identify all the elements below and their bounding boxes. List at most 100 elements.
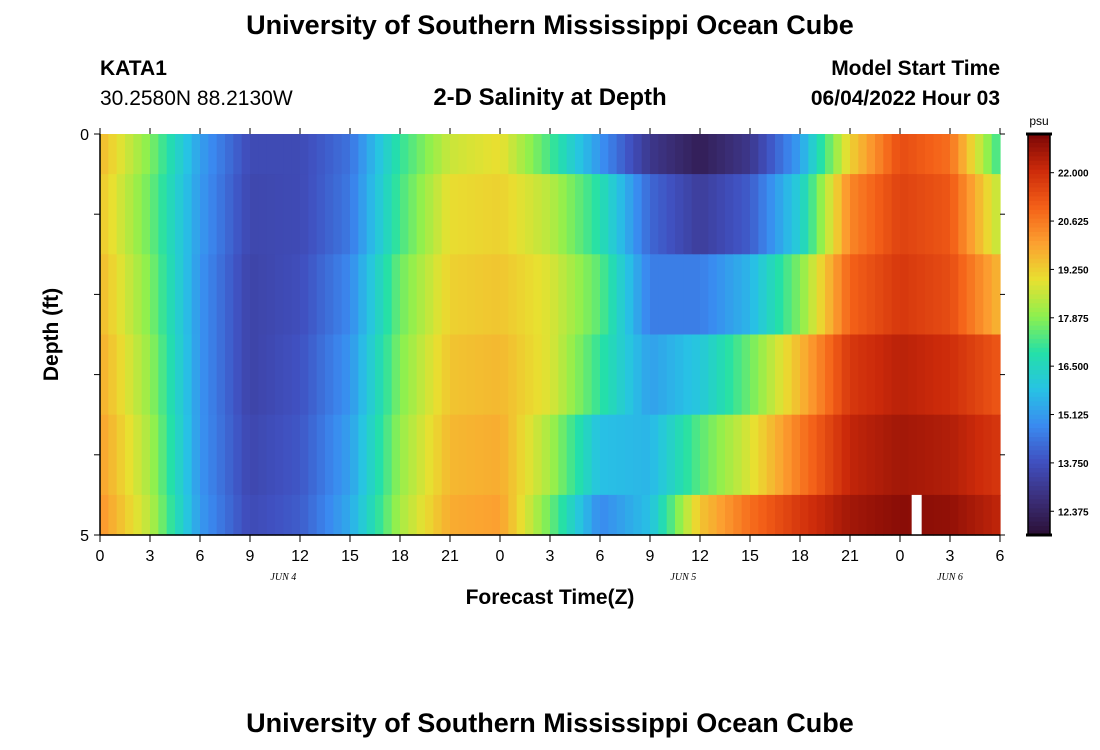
heatmap-cell <box>866 254 876 336</box>
x-tick-label: 9 <box>246 548 255 565</box>
heatmap-cell <box>875 254 884 336</box>
heatmap-cell <box>183 134 193 175</box>
heatmap-cell <box>950 134 959 175</box>
heatmap-cell <box>566 334 576 416</box>
heatmap-cell <box>316 174 326 255</box>
heatmap-cell <box>525 174 534 255</box>
heatmap-cell <box>900 254 909 336</box>
heatmap-cell <box>266 254 276 336</box>
heatmap-cell <box>525 494 534 536</box>
heatmap-cell <box>166 414 176 496</box>
heatmap-cell <box>816 414 826 496</box>
heatmap-cell <box>316 414 326 496</box>
heatmap-cell <box>341 494 351 536</box>
heatmap-cell <box>625 494 634 536</box>
heatmap-cell <box>325 254 334 336</box>
heatmap-cell <box>975 254 984 336</box>
heatmap-cell <box>166 334 176 416</box>
x-tick-label: 3 <box>146 548 155 565</box>
heatmap-cell <box>300 334 309 416</box>
heatmap-cell <box>575 494 584 536</box>
colorbar-tick-label: 19.250 <box>1058 265 1089 276</box>
heatmap-cell <box>200 134 209 175</box>
heatmap-cell <box>675 414 684 496</box>
heatmap-cell <box>358 494 368 536</box>
heatmap-cell <box>833 174 843 255</box>
heatmap-cell <box>383 254 393 336</box>
heatmap-cell <box>450 254 459 336</box>
heatmap-cell <box>566 174 576 255</box>
heatmap-cell <box>158 134 168 175</box>
heatmap-cell <box>775 134 784 175</box>
heatmap-cell <box>516 254 526 336</box>
heatmap-cell <box>400 494 409 536</box>
heatmap-cell <box>675 334 684 416</box>
heatmap-cell <box>766 174 776 255</box>
heatmap-cell <box>425 414 434 496</box>
heatmap-cell <box>575 334 584 416</box>
heatmap-cell <box>450 414 459 496</box>
heatmap-cell <box>308 174 318 255</box>
heatmap-cell <box>791 134 801 175</box>
heatmap-cell <box>333 414 343 496</box>
heatmap-cell <box>850 414 859 496</box>
heatmap-cell <box>833 134 843 175</box>
colorbar-segment <box>1028 343 1050 349</box>
heatmap-cell <box>233 134 243 175</box>
heatmap-cell <box>533 494 543 536</box>
heatmap-cell <box>575 414 584 496</box>
heatmap-cell <box>616 254 626 336</box>
x-tick-label: 0 <box>496 548 505 565</box>
heatmap-cell <box>241 174 251 255</box>
heatmap-cell <box>600 174 609 255</box>
colorbar-segment <box>1028 423 1050 429</box>
heatmap-cell <box>583 254 593 336</box>
heatmap-cell <box>908 174 918 255</box>
heatmap-cell <box>441 414 451 496</box>
colorbar-segment <box>1028 294 1050 300</box>
colorbar-segment <box>1028 200 1050 206</box>
heatmap-cell <box>233 254 243 336</box>
heatmap-cell <box>275 254 284 336</box>
heatmap-cell <box>941 494 951 536</box>
x-tick-label: 3 <box>546 548 555 565</box>
heatmap-cell <box>433 414 443 496</box>
heatmap-cell <box>158 254 168 336</box>
colorbar-segment <box>1028 169 1050 175</box>
heatmap-cell <box>350 414 359 496</box>
heatmap-cell <box>958 494 968 536</box>
heatmap-cell <box>541 414 551 496</box>
heatmap-cell <box>691 494 701 536</box>
heatmap-cell <box>816 494 826 536</box>
heatmap-cell <box>866 174 876 255</box>
heatmap-cell <box>458 134 468 175</box>
heatmap-cell <box>800 334 809 416</box>
heatmap-cell <box>200 414 209 496</box>
heatmap-cell <box>425 254 434 336</box>
heatmap-cell <box>975 174 984 255</box>
heatmap-cell <box>991 134 1001 175</box>
heatmap-cell <box>641 174 651 255</box>
heatmap-cell <box>941 134 951 175</box>
heatmap-cell <box>216 254 226 336</box>
heatmap-cell <box>983 254 993 336</box>
heatmap-cell <box>875 414 884 496</box>
heatmap-cell <box>100 334 109 416</box>
heatmap-cell <box>425 494 434 536</box>
heatmap-cell <box>150 494 159 536</box>
heatmap-cell <box>566 414 576 496</box>
heatmap-cell <box>600 494 609 536</box>
heatmap-cell <box>733 174 743 255</box>
heatmap-cell <box>808 334 818 416</box>
heatmap-cell <box>475 414 484 496</box>
heatmap-cell <box>875 134 884 175</box>
heatmap-cell <box>266 174 276 255</box>
heatmap-cell <box>291 254 301 336</box>
x-tick-label: 15 <box>741 548 759 565</box>
heatmap-cell <box>916 334 926 416</box>
heatmap-cell <box>191 414 201 496</box>
heatmap-cell <box>658 334 668 416</box>
heatmap-cell <box>683 134 693 175</box>
heatmap-cell <box>483 334 493 416</box>
heatmap-cell <box>558 134 568 175</box>
